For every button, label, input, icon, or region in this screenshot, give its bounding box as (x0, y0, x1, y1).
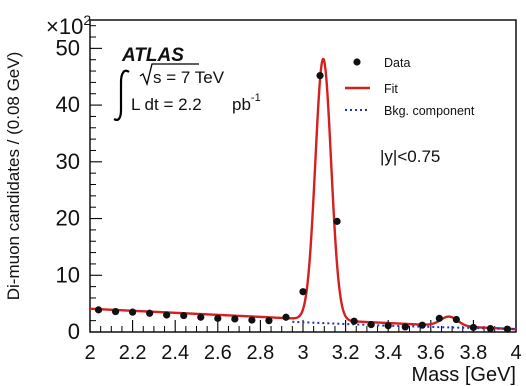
data-point (94, 306, 103, 314)
data-point (367, 321, 375, 329)
data-points (94, 71, 512, 333)
experiment-label: ATLAS s = 7 TeV L dt = 2.2 pb-1 (113, 45, 261, 121)
x-tick-label: 3.8 (459, 342, 487, 364)
fit-curves (89, 57, 517, 331)
luminosity-exponent: -1 (251, 92, 261, 104)
luminosity-unit: pb (232, 95, 251, 114)
x-tick-label: 3.4 (374, 342, 402, 364)
data-point (282, 313, 290, 321)
atlas-label: ATLAS (121, 45, 184, 66)
data-point (129, 308, 137, 316)
sqrt-icon (139, 63, 199, 87)
y-tick-label: 50 (56, 35, 80, 60)
data-point (350, 317, 358, 325)
plot-frame (89, 19, 517, 333)
y-tick-label: 30 (56, 149, 80, 174)
x-tick-label: 2.8 (246, 342, 274, 364)
data-point (401, 323, 409, 331)
data-point (452, 315, 460, 324)
data-point (486, 324, 495, 333)
y-tick-label: 10 (56, 262, 80, 287)
x-tick-label: 2 (84, 342, 95, 364)
data-point (418, 321, 426, 329)
luminosity-value: L dt = 2.2 (131, 95, 202, 114)
fit-curve (89, 57, 517, 331)
legend-fit-label: Fit (384, 82, 398, 96)
data-point (231, 315, 239, 323)
x-tick-label: 3.6 (417, 342, 445, 364)
data-point (163, 311, 171, 319)
x-tick-label: 2.2 (119, 342, 147, 364)
data-point (384, 322, 392, 330)
data-point (316, 71, 324, 80)
axis-scale-factor: ×102 (46, 12, 91, 39)
legend-data-marker (353, 58, 361, 66)
x-tick-label: 3 (297, 342, 308, 364)
x-tick-label: 3.2 (332, 342, 360, 364)
x-tick-label: 2.6 (204, 342, 232, 364)
x-axis-label: Mass [GeV] (412, 364, 516, 386)
data-point (333, 217, 341, 225)
rapidity-cut-label: |y|<0.75 (380, 147, 440, 166)
data-point (146, 309, 154, 317)
y-tick-label: 0 (68, 319, 80, 344)
data-point (503, 325, 512, 333)
data-point (248, 316, 256, 324)
data-point (180, 311, 188, 320)
scale-base: ×10 (46, 14, 83, 39)
legend-bkg-label: Bkg. component (384, 104, 475, 118)
data-point (111, 307, 120, 316)
y-axis-label: Di-muon candidates / (0.08 GeV) (4, 52, 23, 301)
y-tick-label: 20 (56, 206, 80, 231)
integral-icon (113, 69, 130, 121)
luminosity-label: L dt = 2.2 pb-1 (131, 92, 261, 114)
data-point (435, 314, 443, 322)
data-point (265, 317, 273, 325)
data-point (214, 314, 222, 322)
x-tick-label: 2.4 (161, 342, 189, 364)
legend-data-label: Data (384, 56, 410, 70)
x-tick-label: 4 (510, 342, 521, 364)
data-point (197, 313, 205, 321)
legend: Data Fit Bkg. component (345, 56, 475, 118)
energy-label: s = 7 TeV (153, 68, 225, 87)
y-tick-label: 40 (56, 92, 80, 117)
data-point (299, 288, 307, 296)
data-point (469, 323, 477, 332)
scale-exponent: 2 (83, 12, 91, 28)
